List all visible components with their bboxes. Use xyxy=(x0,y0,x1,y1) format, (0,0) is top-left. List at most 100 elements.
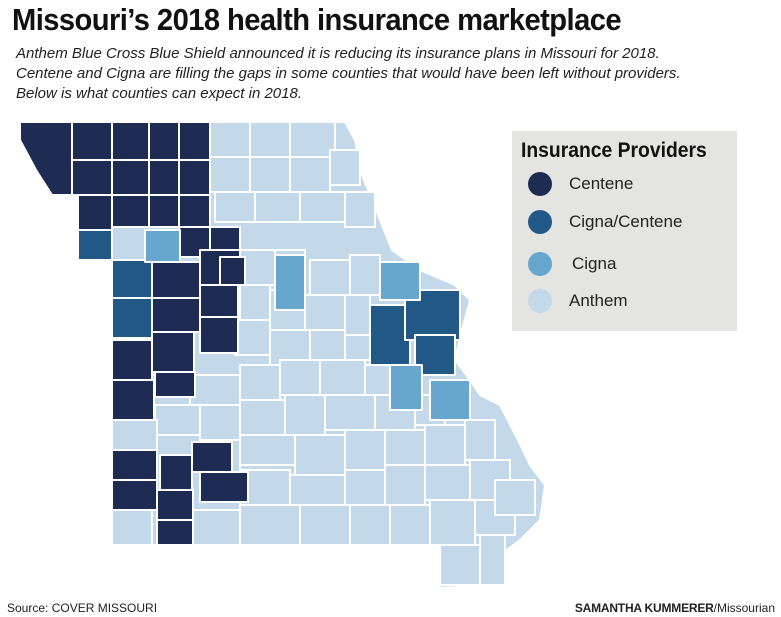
credit-line: SAMANTHA KUMMERER/Missourian xyxy=(575,601,775,615)
county-anthem xyxy=(199,404,241,441)
county-centene xyxy=(148,194,180,228)
county-centene xyxy=(199,471,249,503)
county-centene xyxy=(199,284,239,318)
county-anthem xyxy=(329,149,361,186)
county-anthem xyxy=(344,294,371,336)
county-centene xyxy=(111,194,150,228)
credit-name: SAMANTHA KUMMERER xyxy=(574,601,714,615)
county-centene xyxy=(71,121,113,161)
legend-swatch-cigna xyxy=(528,252,552,276)
county-anthem xyxy=(384,464,426,506)
county-anthem xyxy=(424,464,471,501)
legend-title: Insurance Providers xyxy=(521,139,707,162)
county-centene xyxy=(209,226,241,251)
county-anthem xyxy=(304,294,346,331)
county-cigna-centene xyxy=(404,289,461,341)
county-anthem xyxy=(389,504,431,546)
county-centene xyxy=(178,194,211,228)
county-anthem xyxy=(214,191,256,223)
county-anthem xyxy=(249,156,291,193)
county-anthem xyxy=(289,121,336,158)
county-cigna-centene xyxy=(414,334,456,376)
county-cigna xyxy=(144,229,181,263)
county-anthem xyxy=(294,434,346,476)
county-anthem xyxy=(191,509,241,546)
legend-item-anthem: Anthem xyxy=(528,289,628,313)
county-anthem xyxy=(209,156,251,193)
county-anthem xyxy=(384,429,426,466)
county-anthem xyxy=(309,259,351,296)
county-centene xyxy=(154,371,196,398)
county-anthem xyxy=(239,284,271,321)
county-cigna xyxy=(429,379,471,421)
county-centene xyxy=(77,194,113,231)
county-centene xyxy=(159,454,193,491)
county-centene xyxy=(151,261,201,299)
county-anthem xyxy=(344,191,376,228)
county-anthem xyxy=(324,394,376,431)
county-anthem xyxy=(249,121,291,158)
county-cigna xyxy=(274,254,306,311)
county-cigna-centene xyxy=(111,259,153,299)
county-centene xyxy=(111,339,153,381)
county-centene xyxy=(151,331,195,373)
county-anthem xyxy=(424,424,466,466)
county-anthem xyxy=(494,479,536,516)
credit-outlet: /Missourian xyxy=(713,601,775,615)
page-title: Missouri’s 2018 health insurance marketp… xyxy=(12,2,622,37)
county-anthem xyxy=(239,399,286,436)
county-centene xyxy=(111,479,158,511)
county-centene xyxy=(19,121,73,196)
county-cigna xyxy=(389,364,423,411)
intro-line-1: Anthem Blue Cross Blue Shield announced … xyxy=(16,45,660,62)
county-anthem xyxy=(309,329,346,361)
county-anthem xyxy=(111,509,153,546)
county-cigna-centene xyxy=(77,229,113,261)
county-cigna-centene xyxy=(111,297,153,339)
county-anthem xyxy=(349,504,391,546)
county-anthem xyxy=(344,469,386,506)
legend-label-centene: Centene xyxy=(569,174,634,193)
source-note: Source: COVER MISSOURI xyxy=(7,601,158,615)
intro-line-3: Below is what counties can expect in 201… xyxy=(16,85,303,102)
county-anthem xyxy=(464,419,496,461)
legend-item-cigna-centene: Cigna/Centene xyxy=(528,210,682,234)
county-anthem xyxy=(299,191,346,223)
county-centene xyxy=(156,519,194,546)
legend-label-cigna: Cigna xyxy=(572,254,617,273)
county-centene xyxy=(178,121,211,161)
county-centene xyxy=(111,121,150,161)
legend-label-cigna-centene: Cigna/Centene xyxy=(569,212,683,231)
county-centene xyxy=(151,297,201,333)
county-anthem xyxy=(189,374,241,406)
legend-item-cigna: Cigna xyxy=(528,252,616,276)
county-anthem xyxy=(111,419,158,451)
county-centene xyxy=(178,159,211,196)
county-centene xyxy=(219,256,246,286)
county-anthem xyxy=(364,364,391,396)
county-anthem xyxy=(239,504,301,546)
county-anthem xyxy=(289,156,331,193)
county-centene xyxy=(199,316,239,354)
county-anthem xyxy=(479,534,506,586)
county-centene xyxy=(148,159,180,196)
county-anthem xyxy=(279,359,321,396)
legend-swatch-centene xyxy=(528,172,552,196)
county-anthem xyxy=(234,319,271,356)
intro-line-2: Centene and Cigna are filling the gaps i… xyxy=(16,65,681,82)
county-cigna xyxy=(379,261,421,301)
county-layer xyxy=(19,121,546,589)
county-anthem xyxy=(319,359,366,396)
county-centene xyxy=(191,441,233,473)
county-anthem xyxy=(299,504,351,546)
legend-label-anthem: Anthem xyxy=(569,291,628,310)
county-centene xyxy=(156,489,194,521)
legend-swatch-cigna-centene xyxy=(528,210,552,234)
county-anthem xyxy=(349,254,381,296)
county-centene xyxy=(111,449,158,481)
county-anthem xyxy=(239,364,281,401)
county-anthem xyxy=(289,474,346,506)
county-centene xyxy=(111,379,155,421)
legend-item-centene: Centene xyxy=(528,172,633,196)
